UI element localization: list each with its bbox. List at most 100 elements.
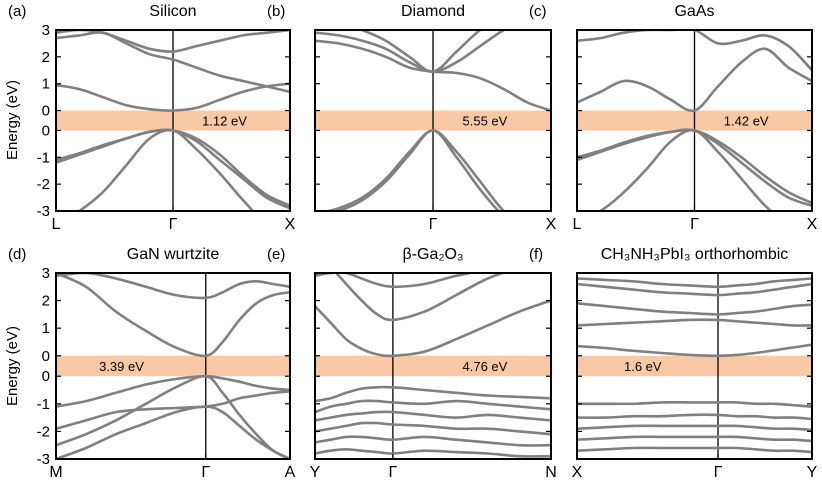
valence-band-4 xyxy=(577,435,812,443)
band-gap-region xyxy=(56,355,290,377)
y-tick-label: -1 xyxy=(37,396,50,413)
conduction-band-3 xyxy=(56,31,290,94)
panel-title: Diamond xyxy=(401,3,465,20)
band-gap-label: 5.55 eV xyxy=(463,114,508,129)
y-tick-label: 0 xyxy=(42,122,50,139)
valence-band-2 xyxy=(56,374,290,459)
x-tick-label: Γ xyxy=(201,464,210,481)
x-tick-label: X xyxy=(572,464,583,481)
panel-title: CH₃NH₃PbI₃ orthorhombic xyxy=(601,246,789,263)
conduction-band-4 xyxy=(577,282,812,297)
x-tick-label: Y xyxy=(310,464,321,481)
y-tick-label: 3 xyxy=(42,265,50,282)
x-tick-label: M xyxy=(49,464,62,481)
conduction-band-1 xyxy=(56,273,290,358)
panel-letter: (f) xyxy=(529,246,543,263)
panel-1: 3 2 1 0 0 -1 -2 -3L Γ X (a) Silicon 1.12 eV xyxy=(8,3,296,233)
y-tick-label: -3 xyxy=(37,203,50,220)
valence-band-1 xyxy=(315,385,551,403)
y-tick-label: 1 xyxy=(42,76,50,93)
panel-frame xyxy=(55,272,291,460)
bands xyxy=(56,30,290,211)
band-gap-region xyxy=(315,355,551,377)
conduction-band-3 xyxy=(315,273,478,289)
bands xyxy=(577,277,812,454)
valence-band-4 xyxy=(56,405,290,459)
valence-band-3 xyxy=(315,410,551,422)
conduction-band-2 xyxy=(56,273,290,300)
panel-letter: (d) xyxy=(8,246,26,263)
x-tick-label: X xyxy=(546,216,557,233)
bands xyxy=(577,30,812,211)
y-tick-label: -2 xyxy=(37,176,50,193)
panel-title: β-Ga₂O₃ xyxy=(402,246,463,263)
conduction-band-3 xyxy=(577,302,812,316)
panel-3: L Γ X (c) GaAs 1.42 eV xyxy=(529,3,818,233)
x-tick-label: X xyxy=(807,216,818,233)
y-tick-label: 0 xyxy=(42,103,50,120)
panel-frame xyxy=(576,272,813,460)
y-axis-label-top: Energy (eV) xyxy=(4,80,21,160)
y-tick-label: -3 xyxy=(37,451,50,468)
conduction-band-2 xyxy=(577,30,812,72)
valence-band-2 xyxy=(315,399,551,414)
panel-title: GaN wurtzite xyxy=(127,246,220,263)
valence-band-5 xyxy=(315,435,551,447)
x-tick-label: L xyxy=(52,216,61,233)
panel-title: Silicon xyxy=(149,3,196,20)
x-tick-label: Γ xyxy=(388,464,397,481)
valence-band-1 xyxy=(577,401,812,408)
band-gap-label: 1.42 eV xyxy=(724,114,769,129)
panel-letter: (b) xyxy=(267,3,285,20)
panel-letter: (c) xyxy=(529,3,547,20)
conduction-band-2 xyxy=(577,318,812,327)
band-gap-label: 4.76 eV xyxy=(463,359,508,374)
valence-band-3 xyxy=(597,128,773,211)
x-tick-label: Γ xyxy=(714,464,723,481)
x-tick-label: N xyxy=(545,464,557,481)
conduction-band-3 xyxy=(315,30,507,73)
conduction-band-1 xyxy=(577,47,812,113)
valence-band-6 xyxy=(315,448,551,458)
valence-band-5 xyxy=(577,446,812,454)
band-gap-label: 1.12 eV xyxy=(202,114,247,129)
y-tick-label: 1 xyxy=(42,320,50,337)
y-tick-label: 0 xyxy=(42,368,50,385)
conduction-band-1 xyxy=(577,343,812,358)
panel-frame xyxy=(314,272,552,460)
panel-2: Γ X (b) Diamond 5.55 eV xyxy=(267,3,557,233)
valence-band-4 xyxy=(315,421,551,436)
x-tick-label: Γ xyxy=(690,216,699,233)
x-tick-label: L xyxy=(573,216,582,233)
panel-5: Y Γ N (e) β-Ga₂O₃ 4.76 eV xyxy=(267,246,557,481)
valence-band-3 xyxy=(77,128,255,211)
panel-title: GaAs xyxy=(674,3,714,20)
conduction-band-1 xyxy=(56,82,290,112)
panel-4: 3 2 1 0 0 -1 -2 -3M Γ A (d) GaN wurtzite 3.39 eV xyxy=(8,246,296,481)
x-tick-label: X xyxy=(285,216,296,233)
band-gap-label: 3.39 eV xyxy=(99,359,144,374)
y-tick-label: 3 xyxy=(42,22,50,39)
conduction-band-5 xyxy=(577,277,812,289)
bands xyxy=(315,273,551,458)
panel-letter: (a) xyxy=(8,3,26,20)
y-tick-label: 2 xyxy=(42,293,50,310)
valence-band-3 xyxy=(577,424,812,432)
panel-letter: (e) xyxy=(267,246,285,263)
x-tick-label: Γ xyxy=(429,216,438,233)
valence-band-2 xyxy=(577,413,812,421)
bands xyxy=(56,273,290,459)
bands xyxy=(315,30,551,211)
conduction-band-2 xyxy=(334,273,507,322)
x-tick-label: Γ xyxy=(169,216,178,233)
y-tick-label: -2 xyxy=(37,423,50,440)
conduction-band-1 xyxy=(315,299,551,358)
band-gap-label: 1.6 eV xyxy=(624,359,662,374)
y-axis-label-bottom: Energy (eV) xyxy=(4,326,21,406)
valence-band-2 xyxy=(322,129,506,211)
y-tick-label: 2 xyxy=(42,49,50,66)
valence-band-3 xyxy=(56,390,290,430)
y-tick-label: -1 xyxy=(37,149,50,166)
x-tick-label: Y xyxy=(807,464,818,481)
